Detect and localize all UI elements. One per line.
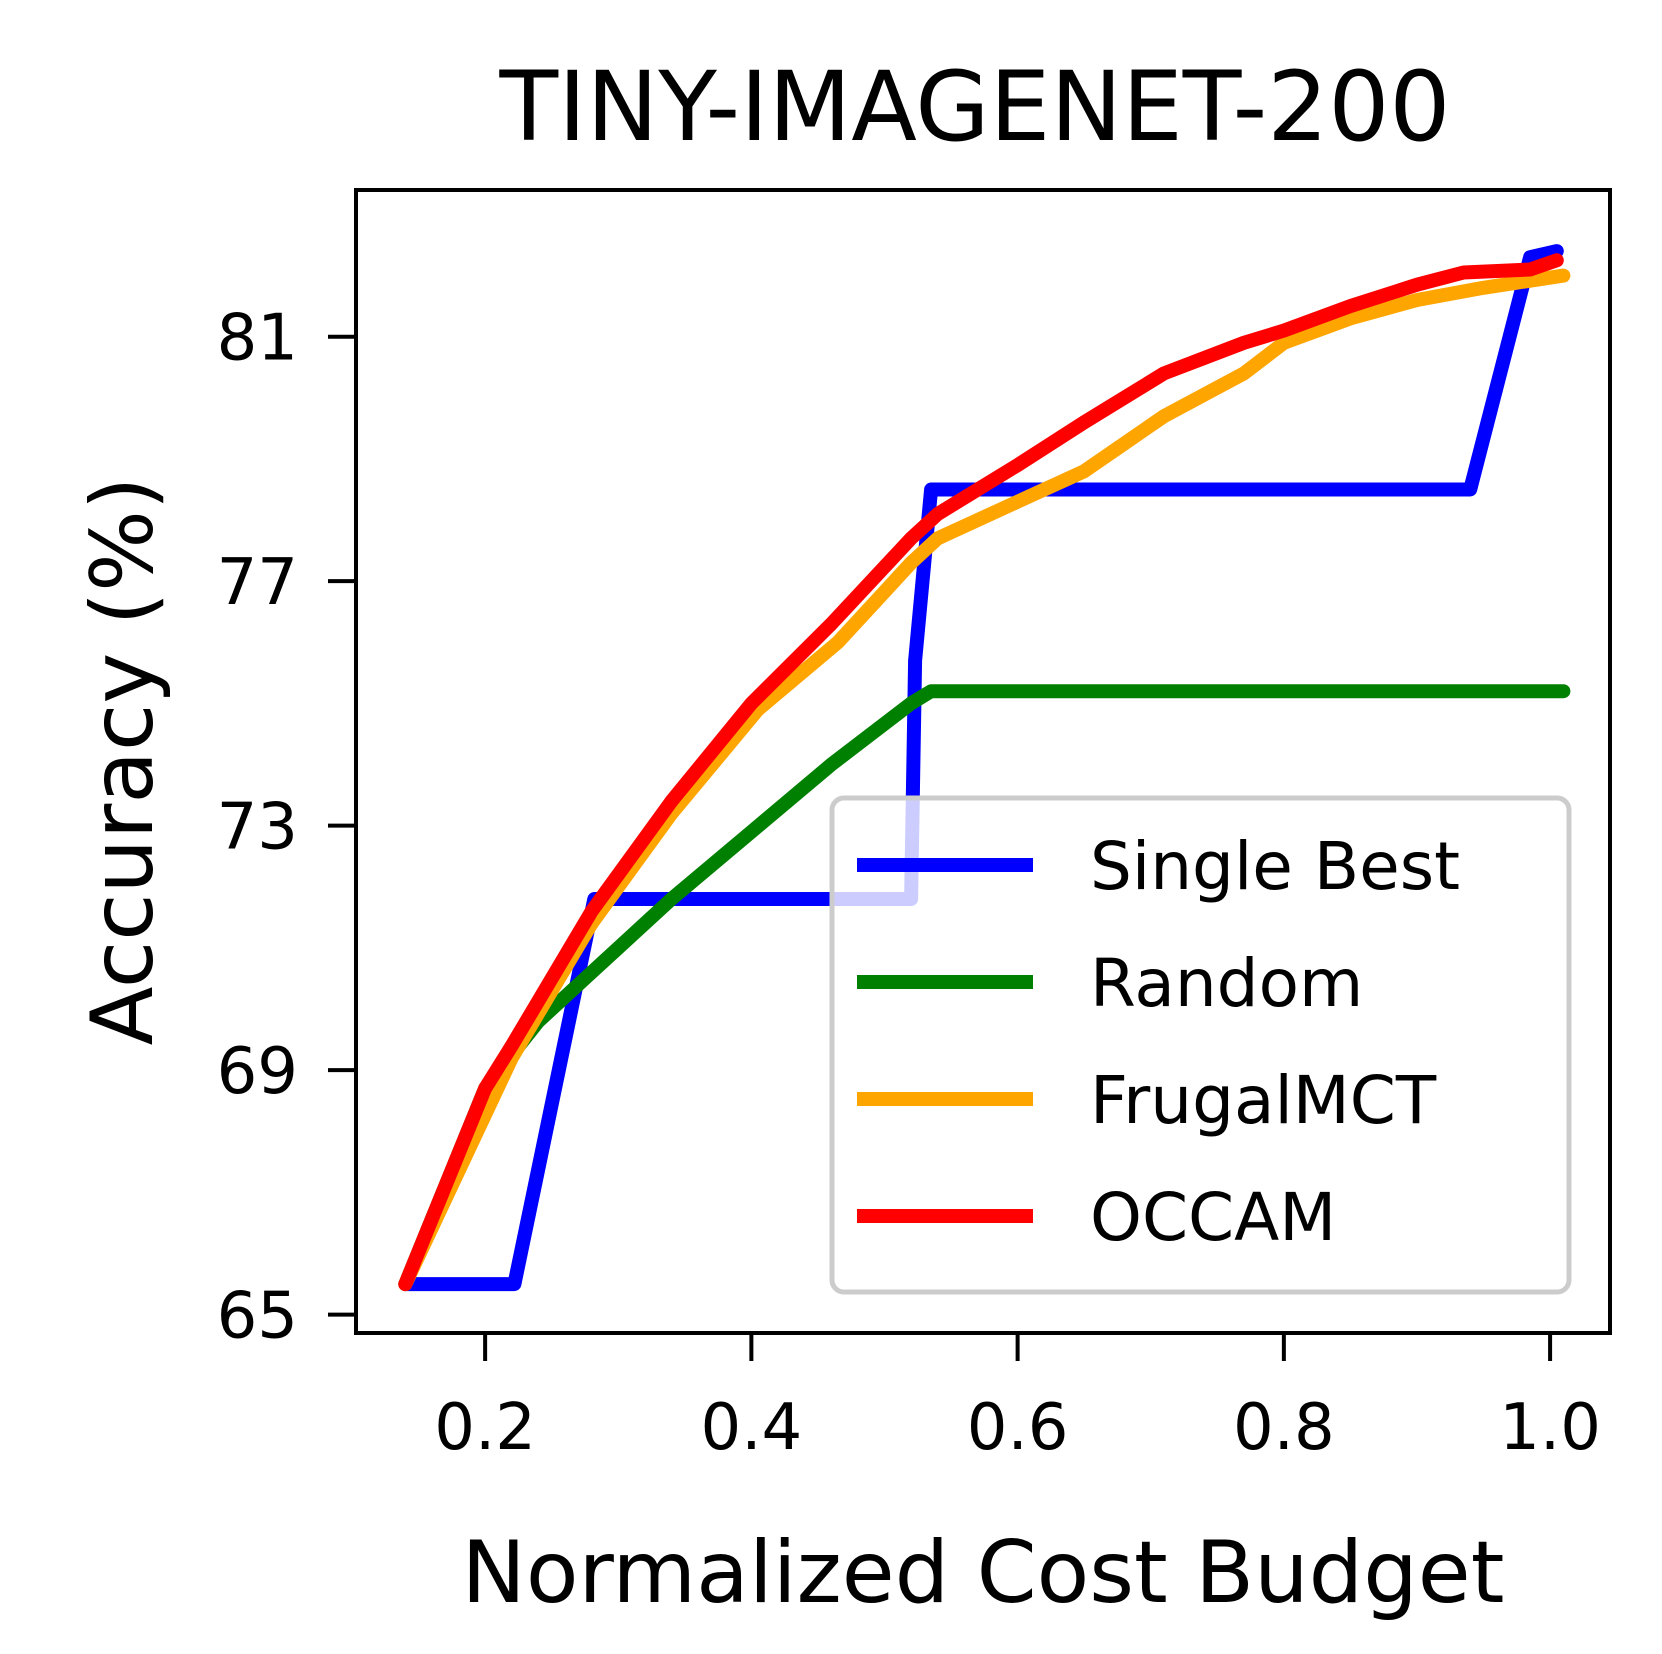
x-tick-label: 0.2 [434, 1391, 536, 1465]
chart-title: TINY-IMAGENET-200 [499, 51, 1451, 163]
x-axis: 0.2 0.4 0.6 0.8 1.0 [434, 1333, 1601, 1465]
legend-box [829, 795, 1572, 1295]
y-tick-label: 81 [217, 302, 298, 376]
series-line-occam [398, 253, 1564, 1292]
y-tick-label: 73 [217, 791, 298, 865]
legend-label-single-best: Single Best [1090, 828, 1460, 905]
x-tick-label: 0.8 [1233, 1391, 1335, 1465]
legend-label-occam: OCCAM [1090, 1179, 1336, 1256]
plot-area [398, 244, 1571, 1292]
legend: Single Best Random FrugalMCT OCCAM [829, 795, 1572, 1295]
legend-label-random: Random [1090, 945, 1363, 1022]
x-tick-label: 1.0 [1499, 1391, 1601, 1465]
y-axis-label: Accuracy (%) [73, 477, 173, 1046]
axes-frame [354, 188, 1612, 1335]
y-axis: 65 69 73 77 81 [217, 302, 356, 1354]
y-tick-label: 77 [217, 546, 298, 620]
x-tick-label: 0.6 [967, 1391, 1069, 1465]
series-line-single-best [398, 244, 1564, 1292]
y-tick-label: 65 [217, 1280, 298, 1354]
x-tick-label: 0.4 [700, 1391, 802, 1465]
x-axis-label: Normalized Cost Budget [462, 1523, 1505, 1623]
legend-label-frugalmct: FrugalMCT [1090, 1062, 1437, 1139]
series-line-frugalmct [398, 268, 1571, 1292]
y-tick-label: 69 [217, 1035, 298, 1109]
